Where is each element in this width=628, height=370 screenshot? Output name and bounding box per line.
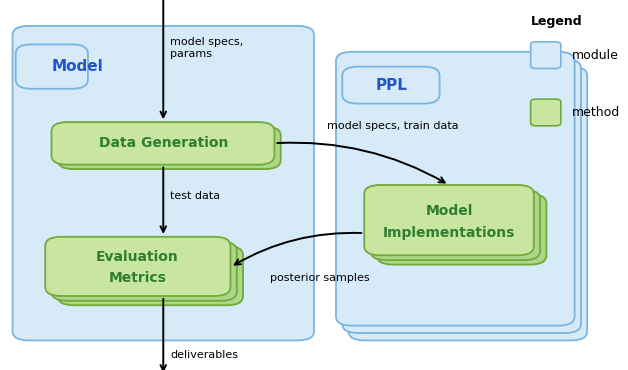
Text: posterior samples: posterior samples — [270, 273, 370, 283]
FancyBboxPatch shape — [364, 185, 534, 255]
FancyBboxPatch shape — [342, 59, 581, 333]
Text: Model: Model — [51, 59, 103, 74]
Text: Metrics: Metrics — [109, 270, 166, 285]
FancyBboxPatch shape — [349, 67, 587, 340]
FancyBboxPatch shape — [371, 190, 540, 260]
Text: Data Generation: Data Generation — [99, 136, 228, 150]
Text: model specs,
params: model specs, params — [170, 37, 243, 59]
Text: Evaluation: Evaluation — [96, 250, 179, 264]
FancyBboxPatch shape — [336, 52, 575, 326]
Text: PPL: PPL — [376, 78, 407, 92]
Text: test data: test data — [170, 191, 220, 201]
FancyBboxPatch shape — [531, 42, 561, 68]
FancyBboxPatch shape — [16, 44, 88, 89]
FancyBboxPatch shape — [13, 26, 314, 340]
Text: Legend: Legend — [531, 15, 582, 28]
FancyBboxPatch shape — [58, 246, 243, 305]
FancyBboxPatch shape — [51, 122, 274, 165]
FancyBboxPatch shape — [342, 67, 440, 104]
Text: deliverables: deliverables — [171, 350, 239, 360]
Text: Implementations: Implementations — [383, 226, 515, 240]
FancyBboxPatch shape — [377, 194, 546, 265]
FancyBboxPatch shape — [58, 127, 281, 169]
Text: method: method — [571, 106, 620, 120]
Text: module: module — [571, 49, 619, 62]
FancyBboxPatch shape — [531, 99, 561, 126]
Text: model specs, train data: model specs, train data — [327, 121, 458, 131]
Text: Model: Model — [425, 204, 473, 218]
FancyBboxPatch shape — [51, 242, 237, 301]
FancyBboxPatch shape — [45, 237, 230, 296]
